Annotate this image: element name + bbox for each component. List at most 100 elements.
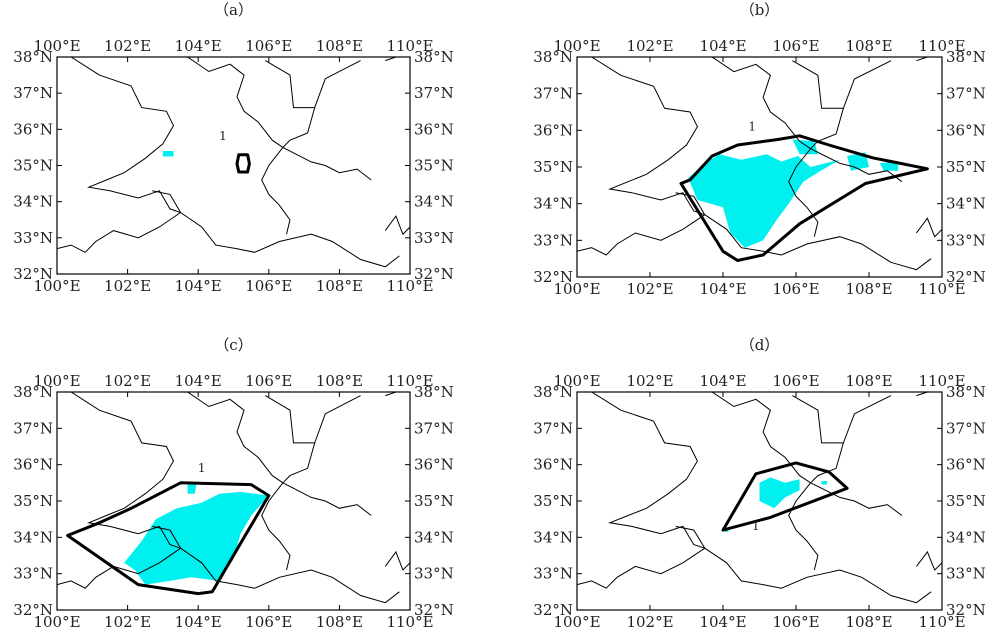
contour-value-label: 1 xyxy=(752,519,760,533)
x-tick-label: 100°E xyxy=(33,372,80,390)
boundary-line xyxy=(384,550,410,571)
y-tick-label: 37°N xyxy=(13,419,53,437)
province-boundaries xyxy=(57,392,410,604)
y-tick-label: 34°N xyxy=(946,528,986,546)
x-tick-label: 102°E xyxy=(104,613,151,631)
x-tick-label: 100°E xyxy=(553,280,600,298)
shaded-region xyxy=(187,482,197,494)
boundary-line xyxy=(704,547,932,604)
boundary-line xyxy=(187,57,284,148)
x-tick-label: 102°E xyxy=(104,37,151,55)
boundary-line xyxy=(810,442,844,484)
contour-value-label: 1 xyxy=(219,129,227,143)
boundary-line xyxy=(788,148,819,237)
boundary-line xyxy=(915,217,942,238)
x-tick-label: 102°E xyxy=(626,280,673,298)
y-tick-label: 36°N xyxy=(13,120,53,138)
x-tick-label: 100°E xyxy=(553,37,600,55)
panel-label: （a） xyxy=(214,1,253,19)
contour-line xyxy=(66,481,271,596)
boundary-line xyxy=(152,190,182,213)
x-tick-label: 104°E xyxy=(175,37,222,55)
y-tick-label: 38°N xyxy=(414,383,454,401)
boundary-line xyxy=(591,392,705,549)
x-tick-label: 108°E xyxy=(845,37,892,55)
boundary-line xyxy=(261,147,291,235)
x-tick-label: 108°E xyxy=(316,372,363,390)
shaded-region xyxy=(792,139,818,155)
x-tick-label: 110°E xyxy=(386,277,433,295)
boundary-line xyxy=(675,525,706,549)
boundary-line xyxy=(152,525,182,549)
boundary-line xyxy=(187,392,284,484)
y-tick-label: 37°N xyxy=(414,419,454,437)
x-tick-label: 108°E xyxy=(845,280,892,298)
panel-label: （c） xyxy=(214,336,252,354)
boundary-line xyxy=(57,547,181,589)
y-tick-label: 33°N xyxy=(946,231,986,249)
x-tick-label: 106°E xyxy=(772,613,819,631)
y-tick-label: 32°N xyxy=(533,268,573,286)
boundary-line xyxy=(180,547,400,604)
y-tick-label: 33°N xyxy=(533,565,573,583)
x-tick-label: 108°E xyxy=(316,37,363,55)
province-boundaries xyxy=(57,57,410,268)
boundary-line xyxy=(577,214,706,256)
boundary-line xyxy=(810,148,903,183)
y-tick-label: 36°N xyxy=(414,120,454,138)
map-panel: 100°E 100°E 102°E 102°E 104°E 104°E 106°E 106°E… xyxy=(533,336,985,631)
x-tick-label: 110°E xyxy=(918,280,965,298)
x-tick-label: 100°E xyxy=(33,277,80,295)
shaded-region xyxy=(879,161,899,171)
province-boundaries xyxy=(577,392,942,604)
y-tick-label: 36°N xyxy=(13,456,53,474)
boundary-line xyxy=(810,482,903,516)
boundary-line xyxy=(916,57,928,62)
shaded-region xyxy=(759,477,800,509)
boundary-line xyxy=(385,392,397,397)
y-tick-label: 37°N xyxy=(414,84,454,102)
y-tick-label: 36°N xyxy=(533,456,573,474)
boundary-line xyxy=(792,60,892,109)
x-tick-label: 108°E xyxy=(845,372,892,390)
y-tick-label: 34°N xyxy=(13,193,53,211)
y-tick-label: 36°N xyxy=(533,121,573,139)
x-tick-label: 102°E xyxy=(626,37,673,55)
boundary-line xyxy=(916,392,928,397)
boundary-line xyxy=(265,60,361,109)
y-tick-label: 37°N xyxy=(13,84,53,102)
boundary-line xyxy=(282,107,316,148)
y-tick-label: 36°N xyxy=(946,121,986,139)
boundary-line xyxy=(711,392,811,484)
y-tick-label: 35°N xyxy=(414,157,454,175)
y-tick-label: 38°N xyxy=(13,383,53,401)
y-tick-label: 38°N xyxy=(533,383,573,401)
contour-line xyxy=(721,461,849,532)
y-tick-label: 32°N xyxy=(414,601,454,619)
y-tick-label: 36°N xyxy=(946,456,986,474)
y-tick-label: 32°N xyxy=(414,265,454,283)
shaded-region xyxy=(162,151,174,157)
boundary-line xyxy=(577,547,706,589)
map-frame xyxy=(56,56,411,275)
boundary-line xyxy=(261,482,291,571)
x-tick-label: 100°E xyxy=(33,613,80,631)
contour-value-label: 1 xyxy=(198,461,206,475)
x-tick-label: 110°E xyxy=(386,37,433,55)
x-tick-label: 108°E xyxy=(316,277,363,295)
boundary-line xyxy=(70,392,181,549)
y-tick-label: 32°N xyxy=(946,601,986,619)
y-tick-label: 38°N xyxy=(946,48,986,66)
x-tick-label: 104°E xyxy=(699,613,746,631)
y-tick-label: 38°N xyxy=(946,383,986,401)
y-tick-label: 35°N xyxy=(414,492,454,510)
x-tick-label: 110°E xyxy=(918,37,965,55)
contour-line xyxy=(679,134,929,262)
y-tick-label: 32°N xyxy=(13,265,53,283)
x-tick-label: 108°E xyxy=(845,613,892,631)
x-tick-label: 110°E xyxy=(918,613,965,631)
map-panel: 100°E 100°E 102°E 102°E 104°E 104°E 106°E 106°E… xyxy=(533,1,985,298)
boundary-line xyxy=(788,482,819,571)
y-tick-label: 37°N xyxy=(946,419,986,437)
x-tick-label: 106°E xyxy=(245,372,292,390)
